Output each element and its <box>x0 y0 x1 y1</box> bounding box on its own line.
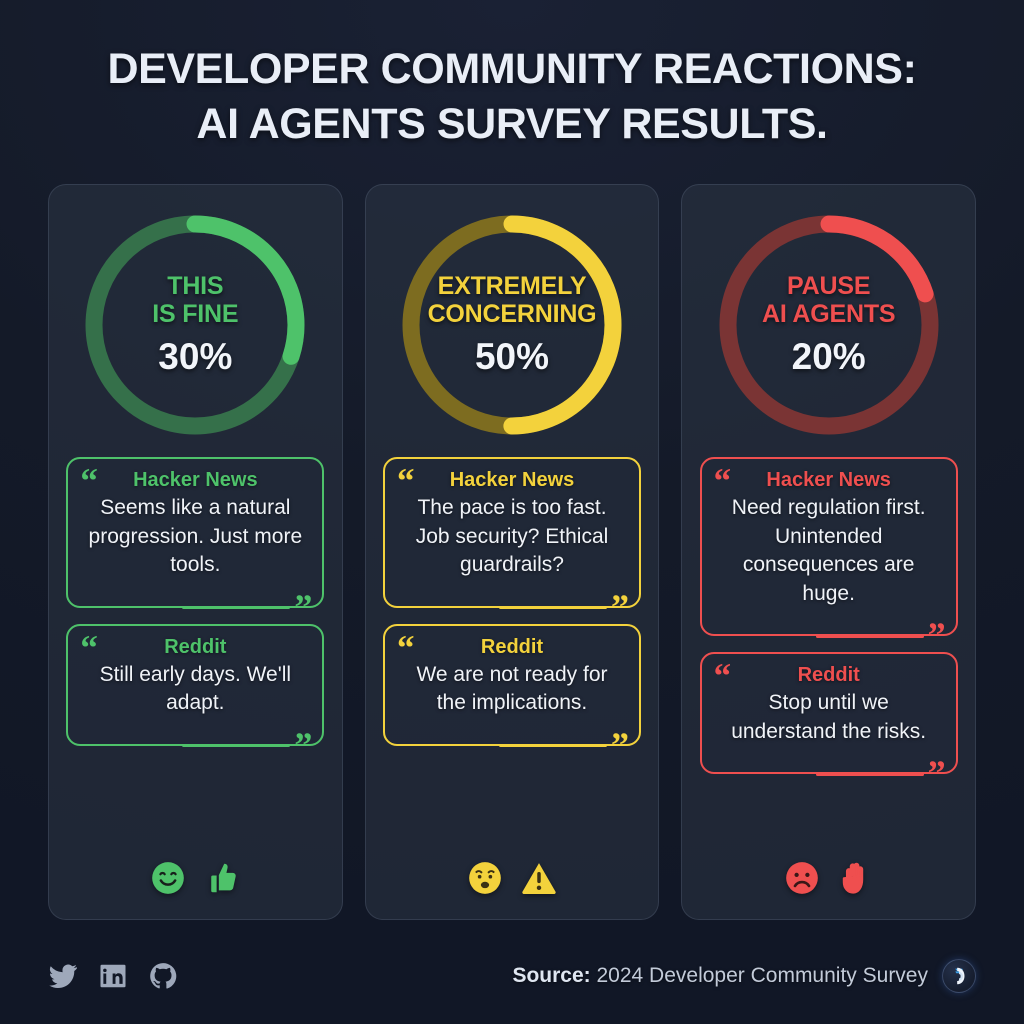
reaction-row-2 <box>466 841 558 897</box>
open-quote-icon: “ <box>80 627 98 667</box>
donut-gauge-1: THIS IS FINE 30% <box>77 207 313 443</box>
quote-footer: ” <box>182 586 313 627</box>
page-title-line-1: DEVELOPER COMMUNITY REACTIONS: <box>107 45 917 93</box>
footer: Source: 2024 Developer Community Survey <box>48 954 976 998</box>
close-quote-icon: ” <box>927 615 946 656</box>
quote-rule <box>182 744 291 748</box>
close-quote-icon: ” <box>611 724 629 765</box>
quote-rule <box>499 744 607 748</box>
reaction-row-3 <box>783 841 875 897</box>
open-quote-icon: “ <box>397 627 415 667</box>
quote-card[interactable]: “ Reddit Still early days. We'll adapt.” <box>66 623 325 763</box>
quote-footer: ” <box>499 724 629 765</box>
close-quote-icon: ” <box>294 586 313 627</box>
quote-footer: ” <box>815 615 946 656</box>
quote-text: Need regulation first. Unintended conseq… <box>731 496 926 605</box>
linkedin-icon[interactable] <box>98 961 128 991</box>
donut-gauge-3: PAUSE AI AGENTS 20% <box>711 207 947 443</box>
quote-source: Reddit <box>480 635 544 658</box>
quote-source: Reddit <box>164 635 227 658</box>
source-label: Source: <box>512 964 591 987</box>
quote-card[interactable]: “ Hacker News Need regulation first. Unint… <box>699 457 958 653</box>
close-quote-icon: ” <box>294 724 313 765</box>
quote-text: Seems like a natural progression. Just m… <box>88 496 303 577</box>
warning-triangle-icon <box>520 859 558 897</box>
frowning-face-icon <box>783 859 821 897</box>
quote-list-3: “ Hacker News Need regulation first. Unint… <box>696 457 961 791</box>
quote-source: Hacker News <box>766 469 891 491</box>
sentiment-panel-3: PAUSE AI AGENTS 20% “ Hacker News Need regul… <box>681 184 977 920</box>
open-quote-icon: “ <box>713 656 732 696</box>
quote-card[interactable]: “ Reddit We are not ready for the implicat… <box>383 623 641 763</box>
quote-source: Hacker News <box>449 469 575 491</box>
quote-card[interactable]: “ Hacker News The pace is too fast. Job se… <box>383 457 641 625</box>
quote-list-1: “ Hacker News Seems like a natural progres… <box>63 457 328 763</box>
sentiment-panel-2: EXTREMELY CONCERNING 50% “ Hacker News The p… <box>364 184 660 920</box>
github-icon[interactable] <box>148 961 178 991</box>
thumbs-up-icon <box>203 859 241 897</box>
quote-rule <box>499 606 607 610</box>
quote-rule <box>815 634 924 638</box>
quote-text: The pace is too fast. Job security? Ethi… <box>415 496 609 577</box>
worried-face-icon <box>466 859 504 897</box>
quote-source: Hacker News <box>133 469 258 491</box>
quote-text: Stop until we understand the risks. <box>731 691 927 743</box>
smiling-face-icon <box>149 859 187 897</box>
quote-list-2: “ Hacker News The pace is too fast. Job se… <box>380 457 645 763</box>
quote-card[interactable]: “ Reddit Stop until we understand the risk… <box>699 652 958 791</box>
source-value: 2024 Developer Community Survey <box>596 964 929 987</box>
close-quote-icon: ” <box>611 586 629 627</box>
quote-text: We are not ready for the implications. <box>416 662 608 715</box>
quote-rule <box>182 606 291 610</box>
open-quote-icon: “ <box>397 461 415 500</box>
sentiment-panel-1: THIS IS FINE 30% “ Hacker News Seems like a … <box>48 184 343 920</box>
brand-logo-icon <box>942 959 976 993</box>
page-title-line-2: AI AGENTS SURVEY RESULTS. <box>196 100 828 149</box>
quote-source: Reddit <box>797 664 860 687</box>
open-quote-icon: “ <box>80 461 98 500</box>
twitter-icon[interactable] <box>48 961 78 991</box>
raised-hand-icon <box>837 859 875 897</box>
source-credit: Source: 2024 Developer Community Survey <box>512 959 976 993</box>
reaction-row-1 <box>149 841 241 897</box>
social-links <box>48 961 178 991</box>
sentiment-columns: THIS IS FINE 30% “ Hacker News Seems like a … <box>48 184 977 920</box>
close-quote-icon: ” <box>927 753 946 794</box>
quote-footer: ” <box>499 586 629 627</box>
quote-footer: ” <box>182 724 313 765</box>
quote-card[interactable]: “ Hacker News Seems like a natural progres… <box>66 457 325 625</box>
quote-footer: ” <box>815 753 946 794</box>
source-text: Source: 2024 Developer Community Survey <box>512 964 928 988</box>
donut-gauge-2: EXTREMELY CONCERNING 50% <box>394 207 630 443</box>
page-title: DEVELOPER COMMUNITY REACTIONS: AI AGENTS… <box>0 42 1024 152</box>
open-quote-icon: “ <box>713 461 732 500</box>
quote-text: Still early days. We'll adapt. <box>99 662 292 715</box>
quote-rule <box>815 772 924 776</box>
